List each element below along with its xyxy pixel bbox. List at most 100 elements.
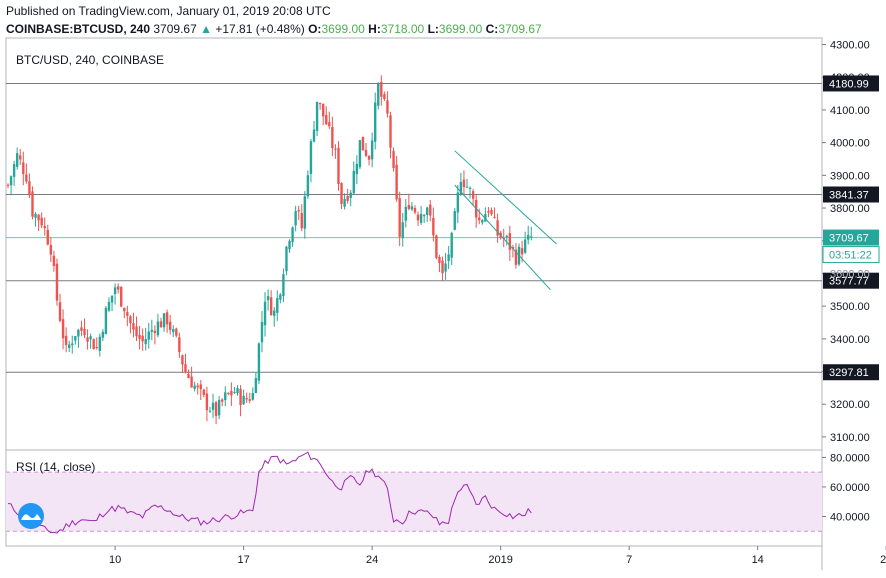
candle-body	[416, 214, 420, 221]
candle-body	[110, 295, 114, 303]
candle-body	[337, 147, 340, 184]
candle-body	[438, 256, 441, 264]
low-value: 3699.00	[438, 22, 483, 36]
candle-body	[435, 235, 438, 258]
candle-body	[465, 186, 469, 188]
candle-body	[309, 141, 313, 174]
candle-body	[83, 328, 86, 336]
candle-body	[269, 297, 273, 316]
candle-body	[95, 346, 98, 349]
candle-body	[496, 220, 499, 236]
candle-body	[55, 263, 59, 301]
candle-body	[361, 136, 365, 151]
candle-body	[132, 323, 135, 330]
candle-body	[74, 336, 77, 341]
candle-body	[165, 312, 169, 325]
high-label: H:	[368, 22, 381, 36]
candle-body	[260, 321, 264, 343]
candle-body	[22, 162, 25, 175]
level-tag-label: 4180.99	[829, 78, 869, 90]
candle-body	[245, 398, 248, 400]
candle-body	[401, 222, 404, 239]
price-panel-title: BTC/USD, 240, COINBASE	[16, 53, 165, 67]
candle-body	[395, 164, 398, 200]
candle-body	[68, 344, 71, 349]
candle-body	[104, 307, 108, 335]
candle-body	[184, 364, 187, 373]
last-price-tag-label: 3709.67	[829, 233, 869, 245]
candle-body	[422, 215, 426, 217]
price-change: +17.81 (+0.48%)	[215, 22, 305, 36]
candle-body	[43, 226, 46, 229]
candle-body	[52, 255, 56, 266]
candle-body	[349, 192, 352, 198]
candle-body	[523, 239, 527, 253]
candle-body	[181, 355, 184, 365]
level-tag	[823, 75, 879, 92]
candle-body	[370, 140, 374, 160]
time-tick-label: 2019	[488, 554, 512, 566]
time-tick-label: 10	[109, 554, 121, 566]
symbol-name: COINBASE:BTCUSD, 240	[6, 22, 151, 36]
candle-body	[352, 170, 355, 194]
chart-frame	[5, 37, 823, 547]
candle-body	[107, 301, 111, 311]
candle-body	[138, 334, 141, 339]
candle-body	[202, 389, 206, 395]
close-value: 3709.67	[498, 22, 542, 36]
candle-body	[419, 213, 423, 223]
candle-body	[12, 164, 16, 177]
rsi-band	[6, 472, 822, 532]
candle-body	[328, 122, 331, 127]
candle-body	[407, 205, 411, 209]
candle-body	[273, 310, 276, 316]
price-tick-label: 3500.00	[830, 301, 870, 313]
candle-body	[239, 389, 242, 406]
price-tick-label: 3100.00	[830, 432, 870, 444]
candle-body	[40, 217, 43, 226]
candle-body	[505, 235, 508, 238]
candle-body	[294, 211, 297, 226]
candle-body	[242, 395, 245, 405]
candle-body	[340, 183, 343, 205]
candle-body	[153, 330, 157, 334]
candle-body	[374, 102, 377, 142]
candle-body	[172, 329, 175, 333]
candle-body	[297, 209, 300, 212]
candle-body	[527, 234, 530, 240]
candle-body	[61, 319, 65, 339]
time-tick-label: 24	[366, 554, 378, 566]
candle-body	[318, 102, 322, 105]
candle-body	[429, 204, 432, 216]
candle-body	[6, 184, 10, 186]
candle-body	[147, 331, 150, 340]
price-tick-label: 4300.00	[830, 40, 870, 52]
candle-body	[303, 196, 307, 229]
candle-body	[98, 336, 101, 351]
candle-body	[224, 392, 227, 401]
candle-body	[426, 207, 429, 215]
level-tag-label: 3577.77	[829, 276, 869, 288]
candle-body	[178, 337, 181, 353]
candle-body	[214, 402, 218, 417]
candle-body	[126, 312, 129, 316]
candle-body	[34, 213, 37, 218]
candle-body	[116, 286, 120, 290]
candle-body	[217, 399, 221, 416]
candle-body	[211, 402, 215, 410]
candle-body	[168, 321, 172, 331]
candle-body	[508, 233, 512, 250]
candle-body	[254, 378, 258, 394]
high-value: 3718.00	[380, 22, 425, 36]
candle-body	[383, 94, 386, 100]
price-tick-label: 4100.00	[830, 105, 870, 117]
candle-body	[236, 388, 239, 393]
open-label: O:	[308, 22, 322, 36]
candle-body	[386, 100, 389, 114]
candle-body	[135, 326, 138, 337]
level-tag	[823, 186, 879, 203]
candle-body	[291, 227, 294, 243]
candle-body	[306, 175, 310, 197]
candle-body	[221, 399, 224, 402]
